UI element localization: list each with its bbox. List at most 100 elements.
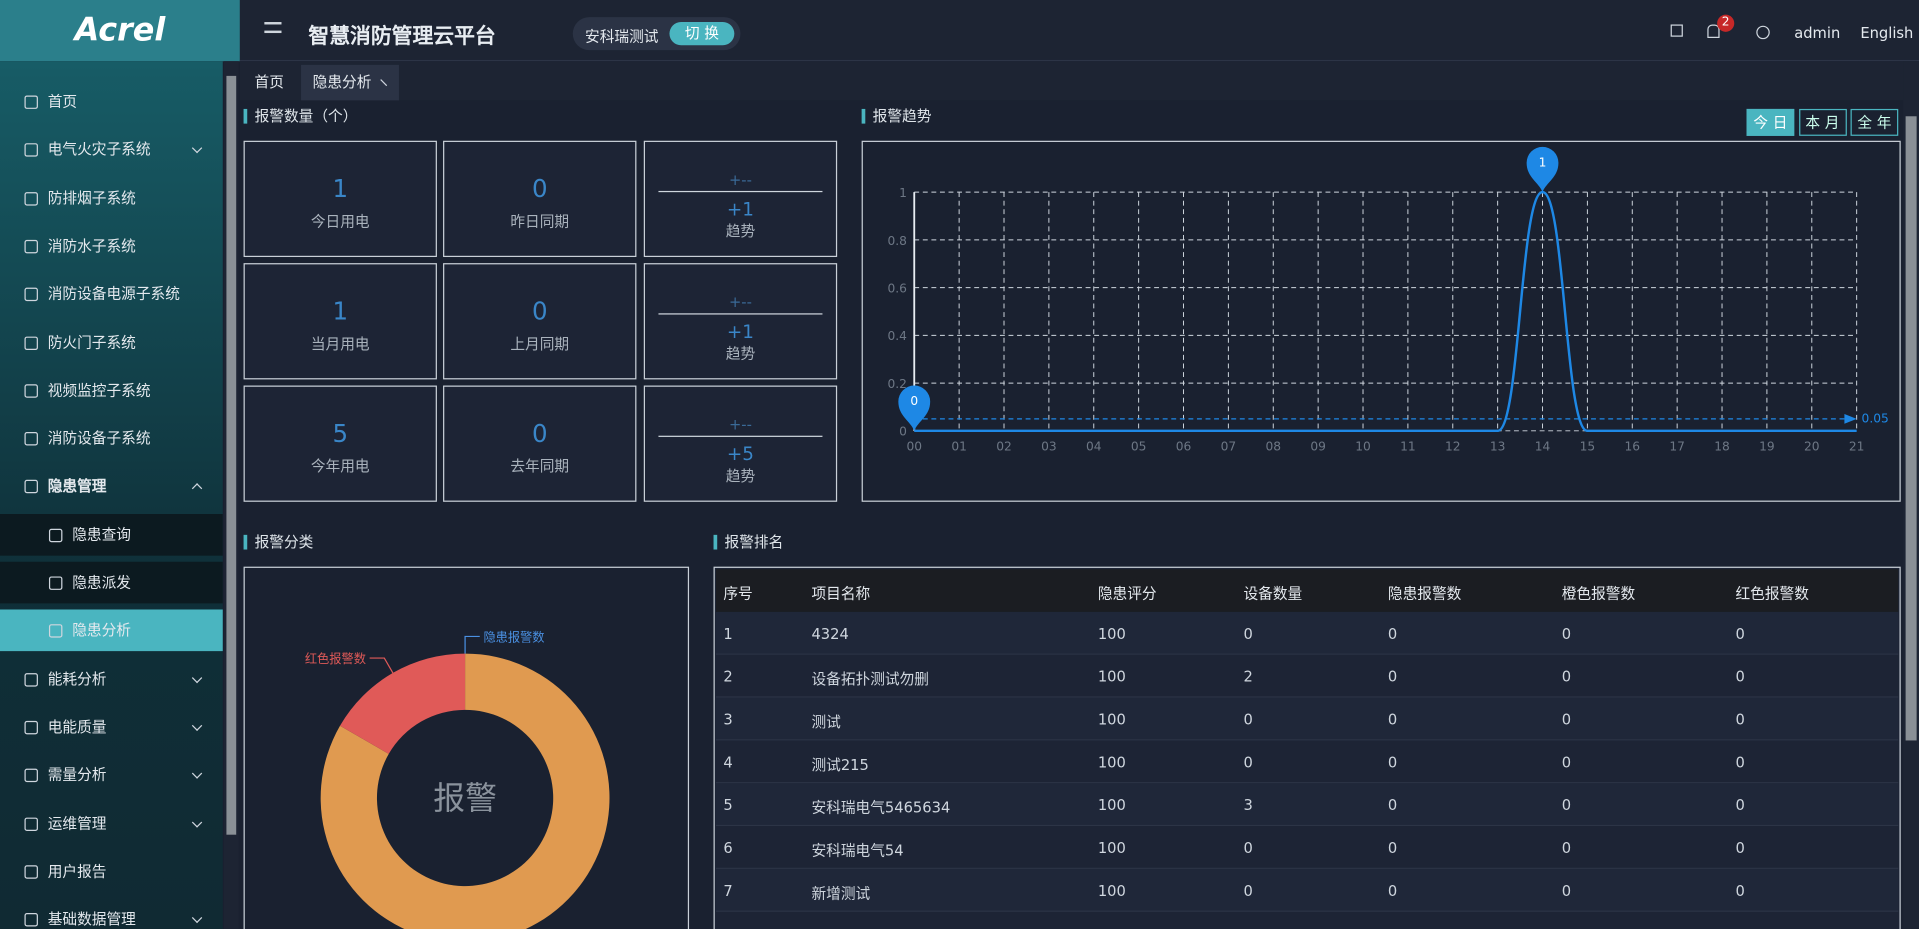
mark-line-arrow xyxy=(1844,414,1856,424)
column-header: 隐患评分 xyxy=(1098,583,1157,604)
table-row[interactable]: 6安科瑞电气541000000 xyxy=(716,826,1898,869)
x-tick-label: 19 xyxy=(1759,439,1775,453)
x-tick-label: 17 xyxy=(1669,439,1685,453)
table-cell: 100 xyxy=(1098,754,1126,771)
table-cell: 4 xyxy=(723,754,732,771)
table-cell: 0 xyxy=(1562,882,1571,899)
table-header: 序号 项目名称 隐患评分 设备数量 隐患报警数 橙色报警数 红色报警数 xyxy=(716,569,1898,612)
x-tick-label: 03 xyxy=(1041,439,1057,453)
mark-line-label: 0.05 xyxy=(1862,412,1889,426)
table-cell: 0 xyxy=(1562,797,1571,814)
table-cell: 100 xyxy=(1098,882,1126,899)
x-tick-label: 20 xyxy=(1804,439,1820,453)
y-tick-label: 1 xyxy=(899,186,907,200)
x-tick-label: 07 xyxy=(1221,439,1237,453)
table-cell: 5 xyxy=(723,797,732,814)
table-cell: 0 xyxy=(1388,625,1397,642)
y-tick-label: 0.2 xyxy=(887,377,906,391)
scrollbar-thumb[interactable] xyxy=(1906,116,1917,740)
table-cell: 0 xyxy=(1735,840,1744,857)
extreme-pin xyxy=(1527,147,1559,192)
x-tick-label: 12 xyxy=(1445,439,1461,453)
table-cell: 0 xyxy=(1243,711,1252,728)
table-cell: 2 xyxy=(723,668,732,685)
table-cell: 设备拓扑测试勿删 xyxy=(811,668,929,689)
pin-label: 1 xyxy=(1539,155,1547,169)
table-cell: 0 xyxy=(1562,840,1571,857)
table-row[interactable]: 5 安科瑞电气5465634 100 3 0 0 0 xyxy=(716,783,1898,826)
x-tick-label: 18 xyxy=(1714,439,1730,453)
column-header: 序号 xyxy=(723,583,752,604)
x-tick-label: 06 xyxy=(1176,439,1192,453)
x-tick-label: 16 xyxy=(1624,439,1640,453)
table-cell: 0 xyxy=(1388,754,1397,771)
table-row[interactable]: 2 设备拓扑测试勿删 100 2 0 0 0 xyxy=(716,655,1898,698)
x-tick-label: 15 xyxy=(1580,439,1596,453)
table-cell: 7 xyxy=(723,882,732,899)
table-cell: 3 xyxy=(723,711,732,728)
x-tick-label: 14 xyxy=(1535,439,1551,453)
section-title: 报警排名 xyxy=(714,535,784,550)
table-row[interactable]: 143241000000 xyxy=(716,612,1898,655)
table-cell: 0 xyxy=(1735,625,1744,642)
ranking-table: 序号项目名称隐患评分设备数量隐患报警数橙色报警数红色报警数14324100000… xyxy=(714,567,1901,929)
y-tick-label: 0.6 xyxy=(887,282,906,296)
table-cell: 0 xyxy=(1562,711,1571,728)
x-tick-label: 04 xyxy=(1086,439,1102,453)
x-tick-label: 10 xyxy=(1355,439,1371,453)
table-cell: 0 xyxy=(1388,797,1397,814)
table-cell: 100 xyxy=(1098,668,1126,685)
column-header: 项目名称 xyxy=(811,583,870,604)
table-cell: 0 xyxy=(1562,668,1571,685)
table-cell: 0 xyxy=(1562,625,1571,642)
table-cell: 3 xyxy=(1243,797,1252,814)
pie-frame xyxy=(244,567,689,929)
table-cell: 100 xyxy=(1098,625,1126,642)
table-cell: 100 xyxy=(1098,840,1126,857)
table-cell: 100 xyxy=(1098,797,1126,814)
table-row[interactable]: 7 新增测试 100 0 0 0 0 xyxy=(716,869,1898,912)
table-cell: 0 xyxy=(1735,882,1744,899)
table-cell: 2 xyxy=(1243,668,1252,685)
table-cell: 0 xyxy=(1388,711,1397,728)
column-header: 隐患报警数 xyxy=(1388,583,1461,604)
x-tick-label: 13 xyxy=(1490,439,1506,453)
table-cell: 0 xyxy=(1243,625,1252,642)
table-cell: 0 xyxy=(1562,754,1571,771)
table-row[interactable]: 3 测试 100 0 0 0 0 xyxy=(716,698,1898,741)
table-cell: 0 xyxy=(1735,711,1744,728)
table-cell: 0 xyxy=(1735,754,1744,771)
table-cell: 0 xyxy=(1243,882,1252,899)
table-cell: 0 xyxy=(1388,668,1397,685)
table-cell: 安科瑞电气5465634 xyxy=(811,797,950,818)
column-header: 红色报警数 xyxy=(1735,583,1808,604)
table-cell: 0 xyxy=(1388,882,1397,899)
table-cell: 安科瑞电气54 xyxy=(811,840,903,861)
x-tick-label: 05 xyxy=(1131,439,1147,453)
x-tick-label: 09 xyxy=(1310,439,1326,453)
table-row[interactable]: 4测试2151000000 xyxy=(716,740,1898,783)
table-cell: 0 xyxy=(1735,668,1744,685)
table-cell: 测试 xyxy=(811,711,840,732)
pin-label: 0 xyxy=(910,394,918,408)
table-cell: 0 xyxy=(1243,840,1252,857)
table-cell: 新增测试 xyxy=(811,882,870,903)
x-tick-label: 01 xyxy=(951,439,967,453)
table-cell: 测试215 xyxy=(811,754,868,775)
line-series xyxy=(914,192,1856,431)
column-header: 设备数量 xyxy=(1243,583,1302,604)
table-cell: 0 xyxy=(1735,797,1744,814)
y-tick-label: 0 xyxy=(899,425,907,439)
section-title: 报警分类 xyxy=(244,535,314,550)
table-cell: 4324 xyxy=(811,625,848,642)
table-cell: 6 xyxy=(723,840,732,857)
x-tick-label: 11 xyxy=(1400,439,1416,453)
y-tick-label: 0.8 xyxy=(887,234,906,248)
x-tick-label: 08 xyxy=(1265,439,1281,453)
x-tick-label: 02 xyxy=(996,439,1012,453)
y-tick-label: 0.4 xyxy=(887,329,907,343)
x-tick-label: 00 xyxy=(906,439,922,453)
column-header: 橙色报警数 xyxy=(1562,583,1635,604)
table-cell: 100 xyxy=(1098,711,1126,728)
